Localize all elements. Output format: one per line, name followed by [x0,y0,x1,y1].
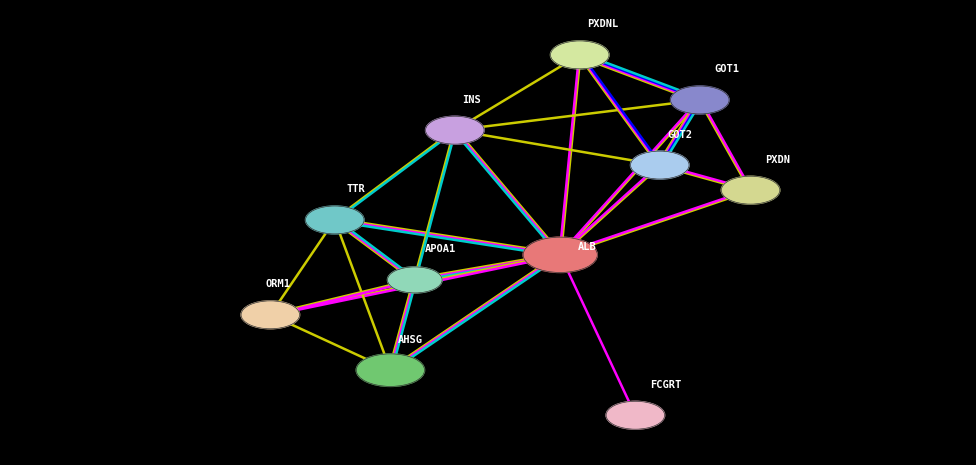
Circle shape [426,116,484,144]
Text: ALB: ALB [578,242,596,252]
Circle shape [630,151,689,179]
Circle shape [550,41,609,69]
Text: FCGRT: FCGRT [650,379,681,390]
Text: APOA1: APOA1 [425,244,456,254]
Circle shape [671,86,729,114]
Text: TTR: TTR [346,184,365,194]
Text: PXDNL: PXDNL [588,19,619,29]
Circle shape [721,176,780,204]
Text: PXDN: PXDN [765,154,791,165]
Text: INS: INS [463,94,481,105]
Circle shape [305,206,364,234]
Circle shape [356,354,425,386]
Circle shape [387,267,442,293]
Text: AHSG: AHSG [398,334,424,345]
Text: GOT2: GOT2 [668,129,693,140]
Circle shape [606,401,665,429]
Text: ORM1: ORM1 [265,279,291,289]
Circle shape [523,237,597,272]
Text: GOT1: GOT1 [714,64,740,74]
Circle shape [241,301,300,329]
